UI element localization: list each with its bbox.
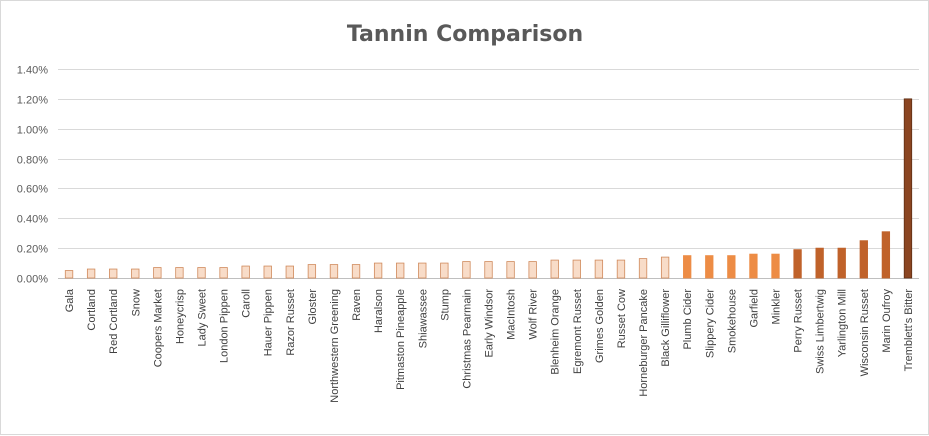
bar (572, 259, 581, 279)
bar (683, 255, 692, 279)
bar (550, 259, 559, 279)
bar (506, 261, 515, 279)
bar (859, 240, 868, 279)
x-tick-label: Garfield (748, 289, 760, 328)
x-tick-label: Red Cortland (108, 289, 120, 354)
x-tick-label: Lady Sweet (197, 289, 209, 346)
bar (109, 268, 118, 279)
bar (881, 231, 891, 279)
x-tick-label: Haralson (373, 289, 385, 333)
y-tick-label: 0.20% (17, 244, 48, 256)
x-tick-label: Grimes Golden (594, 289, 606, 363)
bar (837, 247, 846, 279)
bar (86, 268, 96, 279)
bar (263, 265, 272, 279)
y-tick-label: 1.20% (17, 95, 48, 107)
bar (64, 270, 74, 279)
x-tick-label: Hauer Pippen (263, 289, 275, 356)
x-tick-label: Cortland (86, 289, 98, 331)
bar (749, 253, 758, 279)
bar (594, 259, 604, 279)
x-tick-label: Marin Oufroy (881, 289, 893, 353)
x-tick-label: Smokehouse (726, 289, 738, 353)
bar (307, 264, 317, 279)
bar (241, 265, 250, 279)
bar (771, 253, 780, 279)
x-tick-label: Slippery Cider (704, 289, 716, 358)
y-tick-label: 0.80% (17, 155, 48, 167)
bar (440, 262, 449, 279)
x-tick-label: Swiss Limbertwig (815, 289, 827, 374)
x-tick-label: Shiawassee (417, 289, 429, 348)
x-tick-label: MacIntosh (506, 289, 518, 340)
bar (418, 262, 427, 279)
x-tick-label: Gloster (307, 289, 319, 325)
x-tick-label: Perry Russet (793, 289, 805, 353)
x-tick-label: Black Gilliflower (660, 289, 672, 367)
x-tick-label: Caroll (241, 289, 253, 318)
x-tick-label: Snow (130, 289, 142, 317)
x-tick-label: Stump (439, 289, 451, 321)
bar (462, 261, 471, 279)
bar (705, 255, 714, 279)
bar (175, 267, 184, 279)
bar (131, 268, 140, 279)
y-tick-label: 1.00% (17, 125, 48, 137)
bar (528, 261, 537, 279)
y-tick-label: 0.60% (17, 184, 48, 196)
bar (484, 261, 493, 279)
x-tick-label: Russet Cow (616, 289, 628, 348)
y-tick-label: 0.00% (17, 274, 48, 286)
x-tick-label: Wisconsin Russet (859, 289, 871, 376)
bar (815, 247, 824, 279)
bar (329, 264, 339, 279)
x-tick-label: Minkler (771, 289, 783, 325)
bar (638, 258, 648, 279)
bar (351, 264, 361, 279)
y-tick-label: 1.40% (17, 65, 48, 77)
x-tick-label: Gala (64, 288, 76, 312)
chart-title: Tannin Comparison (347, 22, 583, 47)
x-tick-label: Plumb Cider (682, 289, 694, 350)
x-tick-label: Yarlington Mill (837, 289, 849, 357)
x-tick-label: London Pippen (219, 289, 231, 363)
x-tick-label: Early Windsor (484, 289, 496, 358)
x-tick-label: Coopers Market (152, 289, 164, 367)
bar (616, 259, 626, 279)
x-tick-label: Horneburger Pancake (638, 289, 650, 397)
bar (219, 267, 228, 279)
bar (153, 267, 162, 279)
y-tick-label: 0.40% (17, 214, 48, 226)
bar (285, 265, 294, 279)
grid-layer (58, 69, 919, 279)
bar (396, 262, 405, 279)
x-axis-labels: Gala Cortland Red Cortland Snow Coopers Mark… (64, 288, 915, 403)
bar (197, 267, 206, 279)
x-tick-label: Christmas Pearmain (461, 289, 473, 389)
x-tick-label: Honeycrisp (174, 289, 186, 344)
x-tick-label: Northwestern Greening (329, 289, 341, 403)
x-tick-label: Razor Russet (285, 289, 297, 356)
bar-layer (64, 98, 913, 279)
bar (373, 262, 383, 279)
x-tick-label: Pitmaston Pineapple (395, 289, 407, 390)
x-tick-label: Raven (351, 289, 363, 321)
bar (793, 249, 802, 279)
bar (903, 98, 913, 279)
y-axis-ticks: 0.00% 0.20% 0.40% 0.60% 0.80% 1.00% 1.20% 1.40% (17, 65, 48, 286)
x-tick-label: Blenheim Orange (550, 289, 562, 375)
x-tick-label: Egremont Russet (572, 289, 584, 374)
bar (660, 256, 670, 279)
x-tick-label: Tremblett's Bitter (903, 289, 915, 372)
bar (727, 255, 736, 279)
x-tick-label: Wolf River (528, 289, 540, 340)
